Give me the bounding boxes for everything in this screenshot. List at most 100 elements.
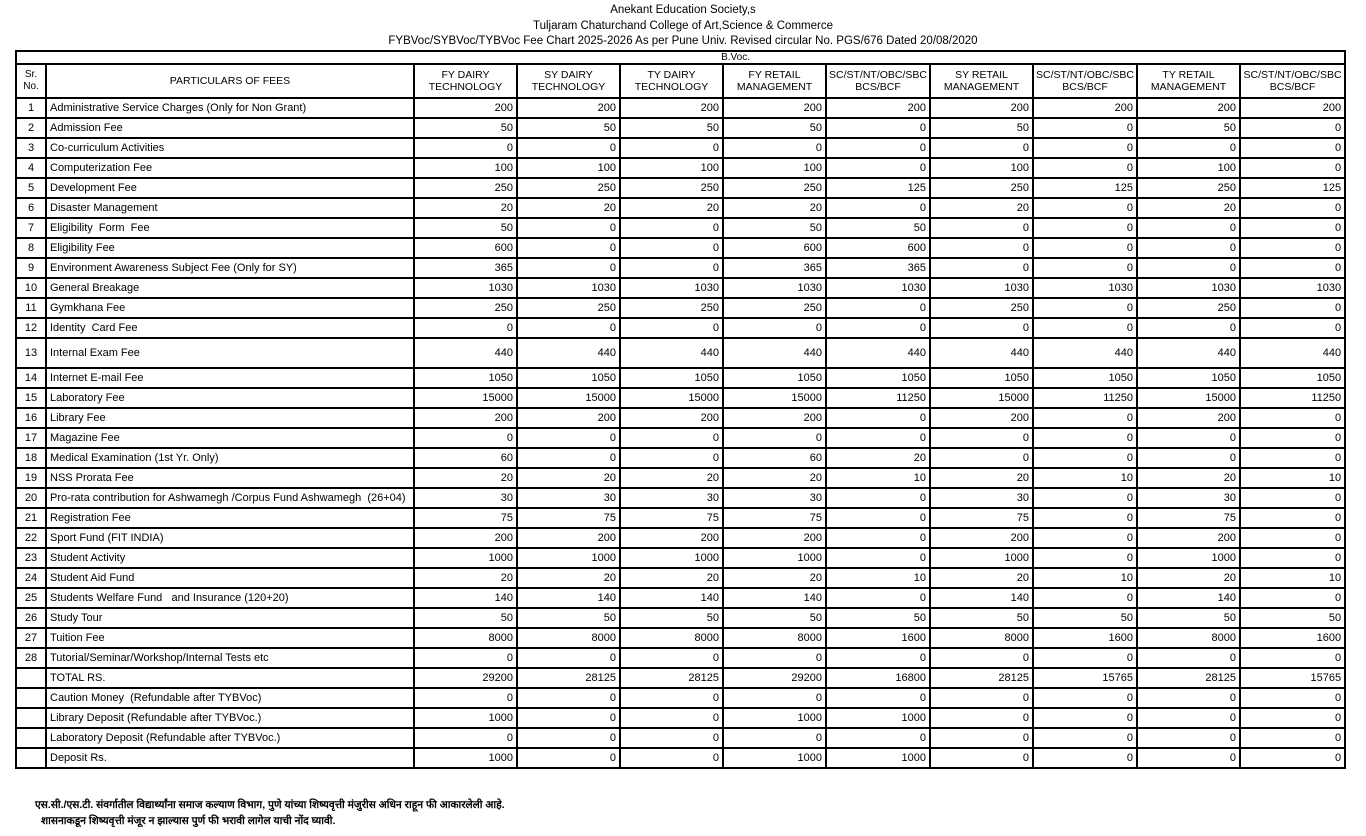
fee-value-cell: 0 [619, 687, 724, 709]
fee-value-cell: 0 [619, 647, 724, 669]
sr-cell: 15 [15, 387, 47, 409]
fee-label-cell: Caution Money (Refundable after TYBVoc) [45, 687, 415, 709]
fee-value-cell: 0 [929, 237, 1034, 259]
fee-value-cell: 0 [1032, 317, 1138, 339]
fee-label-cell: NSS Prorata Fee [45, 467, 415, 489]
fee-value-cell: 200 [1032, 97, 1138, 119]
fee-value-cell: 0 [929, 687, 1034, 709]
fee-value-cell: 1030 [413, 277, 518, 299]
fee-label-cell: Gymkhana Fee [45, 297, 415, 319]
sr-cell [15, 747, 47, 769]
fee-value-cell: 200 [619, 527, 724, 549]
fee-value-cell: 0 [1032, 707, 1138, 729]
sr-cell: 17 [15, 427, 47, 449]
fee-value-cell: 0 [929, 257, 1034, 279]
fee-value-cell: 20 [619, 467, 724, 489]
fee-label-cell: Library Deposit (Refundable after TYBVoc… [45, 707, 415, 729]
fee-value-cell: 250 [1136, 177, 1241, 199]
fee-value-cell: 1600 [1238, 627, 1347, 649]
total-row: TOTAL RS. 29200 28125 28125 29200 16800 28125 1… [15, 667, 1347, 689]
fee-value-cell: 440 [516, 337, 621, 369]
fee-value-cell: 0 [516, 647, 621, 669]
fee-value-cell: 0 [516, 447, 621, 469]
fee-value-cell: 20 [619, 567, 724, 589]
deposit-row: Caution Money (Refundable after TYBVoc) 0… [15, 687, 1347, 709]
sr-cell: 23 [15, 547, 47, 569]
college-name: Tuljaram Chaturchand College of Art,Scie… [533, 19, 833, 32]
fee-label-cell: Tuition Fee [45, 627, 415, 649]
fee-value-cell: 0 [619, 447, 724, 469]
fee-value-cell: 365 [825, 257, 931, 279]
fee-value-cell: 250 [413, 297, 518, 319]
fee-value-cell: 20 [929, 467, 1034, 489]
fee-value-cell: 75 [722, 507, 827, 529]
fee-label-cell: Magazine Fee [45, 427, 415, 449]
fee-label-cell: Library Fee [45, 407, 415, 429]
sr-cell: 10 [15, 277, 47, 299]
fee-value-cell: 250 [516, 177, 621, 199]
sr-cell: 19 [15, 467, 47, 489]
fee-label-cell: Student Activity [45, 547, 415, 569]
fee-table-head: B.Voc. Sr. No. PARTICULARS OF FEES FY DA… [14, 50, 1347, 99]
fee-value-cell: 29200 [722, 667, 827, 689]
sr-cell: 4 [15, 157, 47, 179]
fee-value-cell: 0 [1136, 707, 1241, 729]
fee-value-cell: 0 [825, 407, 931, 429]
fee-row: 5 Development Fee 250 250 250 250 125 250 125 250… [15, 177, 1347, 199]
fee-value-cell: 125 [1238, 177, 1347, 199]
fee-row: 25 Students Welfare Fund and Insurance (1… [15, 587, 1347, 609]
fee-value-cell: 50 [825, 217, 931, 239]
fee-value-cell: 20 [722, 467, 827, 489]
fee-value-cell: 0 [1238, 447, 1347, 469]
fee-value-cell: 0 [722, 427, 827, 449]
deposit-row: Laboratory Deposit (Refundable after TYB… [15, 727, 1347, 749]
fee-value-cell: 0 [619, 217, 724, 239]
fee-value-cell: 1030 [516, 277, 621, 299]
fee-value-cell: 20 [516, 197, 621, 219]
fee-value-cell: 200 [516, 97, 621, 119]
fee-value-cell: 0 [1238, 487, 1347, 509]
fee-value-cell: 20 [413, 467, 518, 489]
fee-value-cell: 28125 [1136, 667, 1241, 689]
fee-value-cell: 50 [929, 607, 1034, 629]
fee-value-cell: 100 [722, 157, 827, 179]
fee-value-cell: 0 [929, 647, 1034, 669]
fee-value-cell: 60 [413, 447, 518, 469]
fee-value-cell: 0 [1238, 707, 1347, 729]
fee-value-cell: 140 [619, 587, 724, 609]
sr-cell: 18 [15, 447, 47, 469]
fee-value-cell: 15000 [722, 387, 827, 409]
fee-value-cell: 0 [929, 727, 1034, 749]
sr-cell [15, 727, 47, 749]
fee-value-cell: 1050 [722, 367, 827, 389]
sr-cell: 25 [15, 587, 47, 609]
fee-value-cell: 200 [825, 97, 931, 119]
fee-row: 9 Environment Awareness Subject Fee (Only… [15, 257, 1347, 279]
fee-value-cell: 0 [1238, 217, 1347, 239]
fee-value-cell: 250 [413, 177, 518, 199]
fee-value-cell: 600 [413, 237, 518, 259]
fee-value-cell: 50 [413, 217, 518, 239]
fee-value-cell: 0 [1136, 237, 1241, 259]
fee-value-cell: 0 [619, 237, 724, 259]
fee-value-cell: 1030 [1238, 277, 1347, 299]
fee-value-cell: 75 [619, 507, 724, 529]
fee-value-cell: 0 [1238, 407, 1347, 429]
society-name: Anekant Education Society,s [610, 4, 756, 16]
fee-value-cell: 0 [722, 647, 827, 669]
fee-value-cell: 0 [516, 237, 621, 259]
fee-value-cell: 365 [413, 257, 518, 279]
sr-cell: 26 [15, 607, 47, 629]
fee-value-cell: 20 [929, 197, 1034, 219]
fee-row: 26 Study Tour 50 50 50 50 50 50 50 50 50 [15, 607, 1347, 629]
fee-value-cell: 0 [413, 427, 518, 449]
fee-value-cell: 20 [825, 447, 931, 469]
fee-value-cell: 1000 [1136, 547, 1241, 569]
sr-cell: 21 [15, 507, 47, 529]
sr-cell: 7 [15, 217, 47, 239]
fee-value-cell: 0 [825, 527, 931, 549]
fee-value-cell: 20 [413, 197, 518, 219]
fee-value-cell: 20 [413, 567, 518, 589]
fee-row: 17 Magazine Fee 0 0 0 0 0 0 0 0 0 [15, 427, 1347, 449]
fee-value-cell: 50 [1136, 607, 1241, 629]
